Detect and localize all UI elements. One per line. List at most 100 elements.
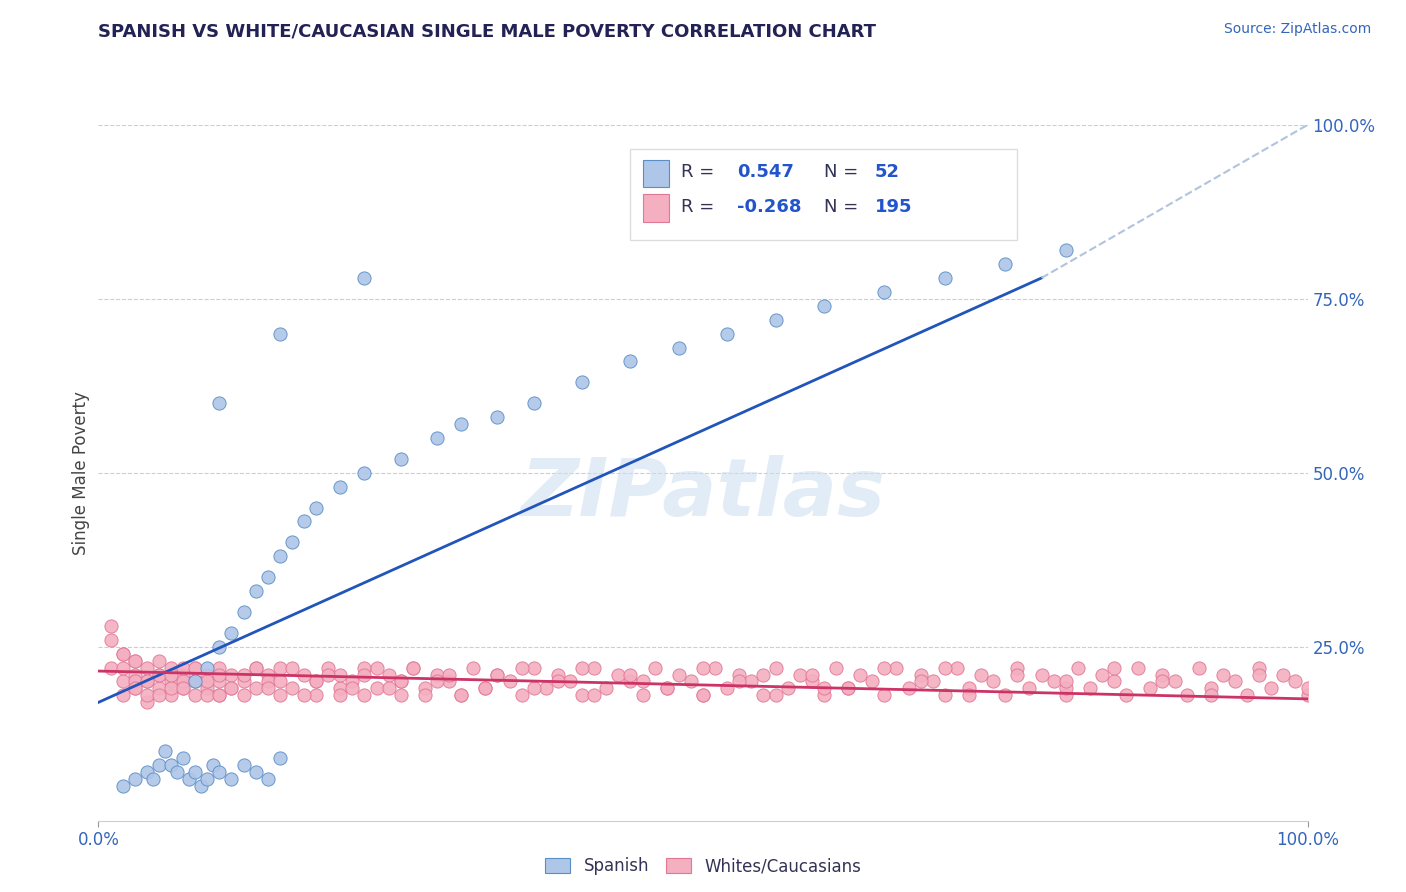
Point: [329, 681, 352, 696]
Point: [172, 681, 194, 696]
Point: [426, 667, 449, 681]
Point: [1188, 660, 1211, 674]
Point: [655, 681, 678, 696]
Point: [100, 660, 122, 674]
Point: [172, 674, 194, 689]
Point: [342, 674, 364, 689]
Point: [523, 396, 546, 410]
Point: [208, 640, 231, 654]
Point: [1018, 681, 1040, 696]
Point: [316, 667, 339, 681]
Point: [510, 660, 533, 674]
Point: [571, 376, 593, 390]
Point: [1115, 689, 1137, 703]
Point: [934, 271, 956, 285]
Point: [860, 674, 883, 689]
Point: [1054, 681, 1077, 696]
Point: [190, 779, 212, 793]
Point: [994, 689, 1017, 703]
Point: [1007, 660, 1029, 674]
Text: Source: ZipAtlas.com: Source: ZipAtlas.com: [1223, 22, 1371, 37]
Point: [208, 674, 231, 689]
Point: [256, 667, 278, 681]
Point: [558, 674, 581, 689]
Point: [402, 660, 425, 674]
Point: [353, 660, 375, 674]
Point: [583, 689, 606, 703]
Point: [752, 667, 775, 681]
Point: [1212, 667, 1234, 681]
Point: [100, 632, 122, 647]
Point: [486, 667, 509, 681]
Point: [765, 689, 787, 703]
Point: [172, 681, 194, 696]
Point: [221, 667, 243, 681]
Point: [160, 660, 183, 674]
Text: R =: R =: [682, 163, 714, 181]
Point: [1249, 660, 1271, 674]
Point: [256, 674, 278, 689]
Point: [631, 202, 654, 216]
Point: [523, 660, 546, 674]
Point: [765, 660, 787, 674]
Point: [281, 660, 304, 674]
Point: [329, 667, 352, 681]
Point: [1042, 674, 1064, 689]
Point: [172, 667, 194, 681]
Point: [256, 681, 278, 696]
Point: [292, 667, 315, 681]
Point: [148, 758, 170, 772]
Point: [208, 667, 231, 681]
Point: [1091, 667, 1114, 681]
Point: [413, 681, 436, 696]
Point: [124, 681, 146, 696]
Point: [232, 605, 254, 619]
Point: [1007, 667, 1029, 681]
Point: [498, 674, 520, 689]
Point: [305, 674, 328, 689]
Point: [1260, 681, 1282, 696]
Point: [389, 451, 412, 466]
Point: [1249, 667, 1271, 681]
Point: [292, 515, 315, 529]
Point: [716, 326, 738, 341]
Text: 195: 195: [875, 198, 912, 216]
Point: [463, 660, 485, 674]
Point: [1272, 667, 1295, 681]
Point: [160, 681, 183, 696]
Point: [124, 667, 146, 681]
Point: [752, 689, 775, 703]
Point: [631, 674, 654, 689]
Point: [1163, 674, 1185, 689]
Point: [716, 681, 738, 696]
Point: [571, 689, 593, 703]
Point: [269, 326, 291, 341]
Point: [994, 257, 1017, 271]
Point: [353, 466, 375, 480]
Point: [437, 674, 460, 689]
Point: [366, 660, 388, 674]
Point: [269, 689, 291, 703]
Point: [873, 660, 896, 674]
Point: [208, 396, 231, 410]
Point: [474, 681, 496, 696]
Point: [1078, 681, 1101, 696]
Point: [269, 674, 291, 689]
Point: [402, 660, 425, 674]
Point: [486, 410, 509, 425]
Point: [135, 674, 157, 689]
Point: [166, 764, 188, 779]
Point: [292, 689, 315, 703]
Point: [426, 674, 449, 689]
Point: [437, 667, 460, 681]
Point: [1199, 681, 1222, 696]
Point: [377, 681, 399, 696]
Point: [1102, 660, 1125, 674]
Point: [208, 689, 231, 703]
Point: [269, 751, 291, 765]
Point: [1152, 667, 1174, 681]
Point: [849, 667, 872, 681]
Point: [124, 772, 146, 786]
Point: [450, 417, 472, 431]
Point: [221, 772, 243, 786]
